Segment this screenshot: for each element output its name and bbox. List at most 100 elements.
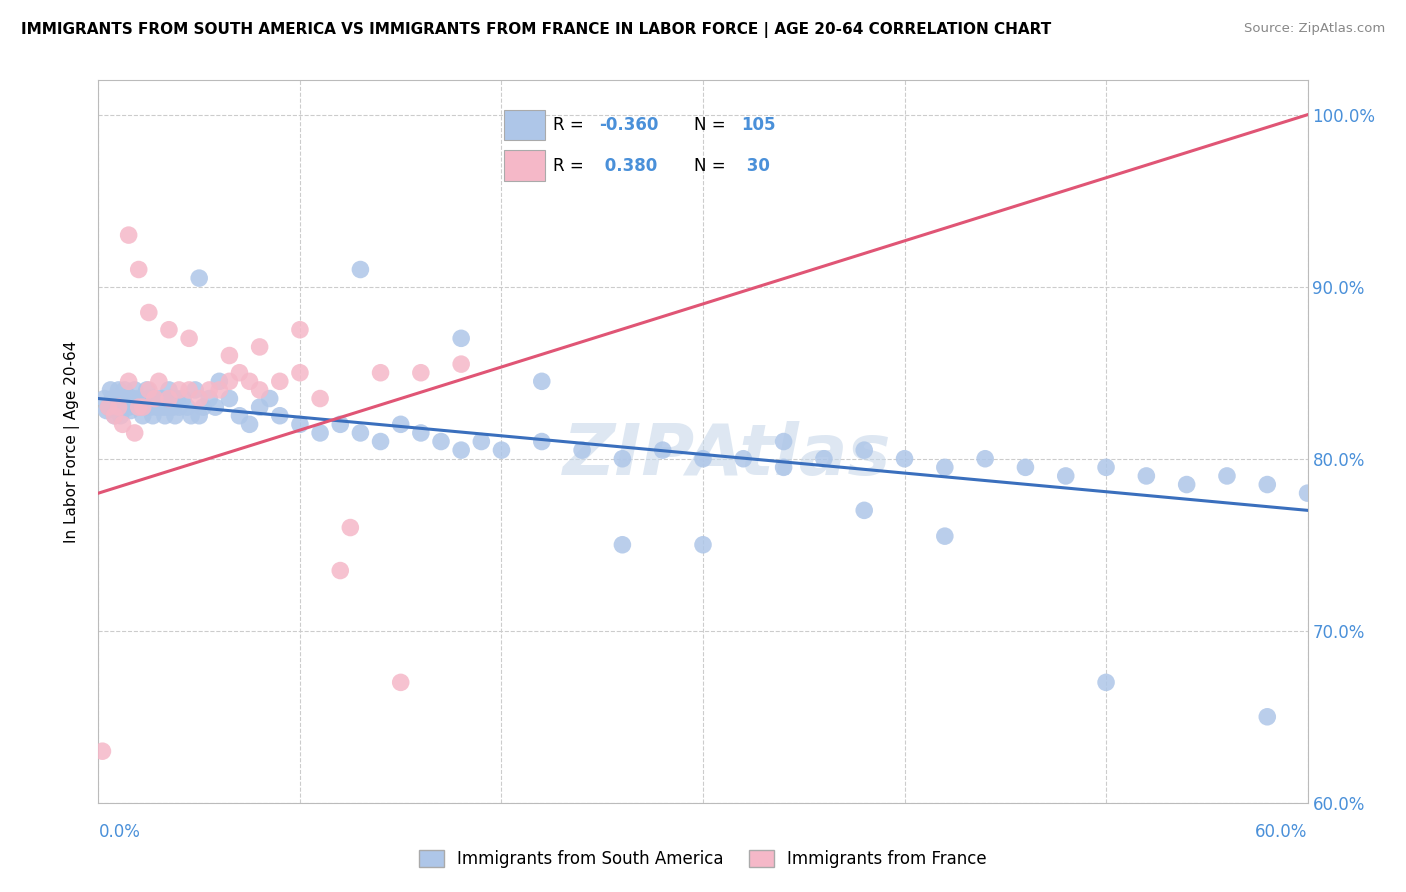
Point [389,417,412,432]
Point [208,383,231,397]
Point [349,425,371,440]
Point [259,392,281,406]
Point [110,409,132,423]
Point [129,400,152,414]
Point [152,400,174,414]
Point [1256,710,1278,724]
Point [934,460,956,475]
Point [1095,675,1118,690]
Point [450,443,472,458]
Point [101,392,124,406]
Point [167,383,190,397]
Point [934,529,956,543]
Point [218,374,240,388]
Point [733,451,755,466]
Point [124,383,146,397]
Y-axis label: In Labor Force | Age 20-64: In Labor Force | Age 20-64 [63,341,80,542]
Point [128,400,150,414]
Point [198,392,221,406]
Point [1216,469,1239,483]
Point [450,331,472,345]
Point [772,460,794,475]
Point [103,409,125,423]
Point [118,400,141,414]
Point [138,305,160,319]
Point [772,434,794,449]
Point [103,409,125,423]
Point [146,400,169,414]
Point [153,409,176,423]
Point [148,400,170,414]
Point [491,443,513,458]
Point [218,392,240,406]
Point [162,400,184,414]
Point [96,403,118,417]
Point [1054,469,1077,483]
Point [450,357,472,371]
Point [288,417,311,432]
Point [370,366,392,380]
Point [134,400,156,414]
Point [139,400,162,414]
Point [208,374,231,388]
Text: 60.0%: 60.0% [1256,823,1308,841]
Point [111,417,134,432]
Point [1135,469,1157,483]
Point [530,434,553,449]
Point [142,409,165,423]
Point [1256,477,1278,491]
Point [339,520,361,534]
Point [135,383,157,397]
Point [269,409,291,423]
Point [530,374,553,388]
Point [1014,460,1036,475]
Point [172,392,194,406]
Point [121,392,143,406]
Point [239,417,262,432]
Point [249,400,271,414]
Point [132,400,155,414]
Point [125,400,148,414]
Text: 0.0%: 0.0% [98,823,141,841]
Point [309,425,332,440]
Point [409,366,432,380]
Point [115,392,138,406]
Point [176,400,198,414]
Point [143,392,166,406]
Point [651,443,673,458]
Point [188,271,211,285]
Point [188,392,211,406]
Point [124,425,146,440]
Point [160,392,183,406]
Point [157,323,180,337]
Text: Source: ZipAtlas.com: Source: ZipAtlas.com [1244,22,1385,36]
Point [1095,460,1118,475]
Point [893,451,915,466]
Point [612,451,634,466]
Point [239,374,262,388]
Text: IMMIGRANTS FROM SOUTH AMERICA VS IMMIGRANTS FROM FRANCE IN LABOR FORCE | AGE 20-: IMMIGRANTS FROM SOUTH AMERICA VS IMMIGRA… [21,22,1052,38]
Point [198,383,221,397]
Point [409,425,432,440]
Point [249,383,271,397]
Point [97,400,120,414]
Point [218,349,240,363]
Legend: Immigrants from South America, Immigrants from France: Immigrants from South America, Immigrant… [412,843,994,875]
Point [156,400,179,414]
Point [179,331,201,345]
Point [1296,486,1319,500]
Point [1175,477,1198,491]
Point [157,392,180,406]
Point [128,262,150,277]
Point [167,400,190,414]
Point [166,392,188,406]
Point [329,417,352,432]
Point [148,374,170,388]
Point [91,744,114,758]
Text: ZIPAtlas: ZIPAtlas [562,422,891,491]
Point [107,400,129,414]
Point [128,392,150,406]
Point [288,323,311,337]
Point [430,434,453,449]
Point [114,383,136,397]
